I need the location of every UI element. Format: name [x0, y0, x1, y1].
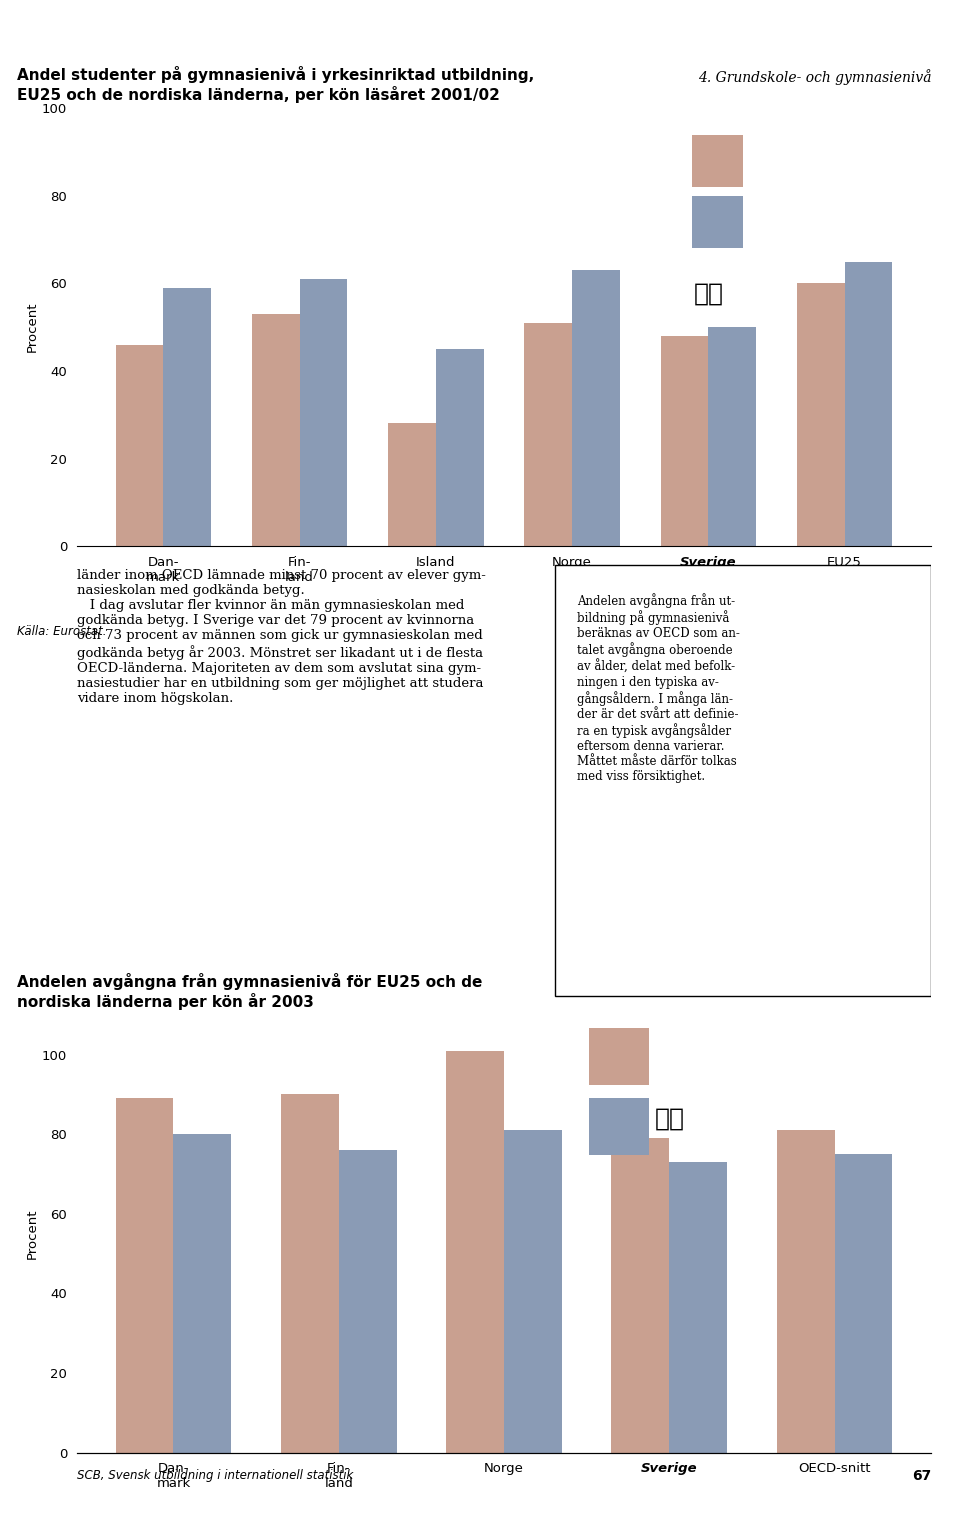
Bar: [115, 344, 163, 546]
Text: 67: 67: [912, 1469, 931, 1483]
Text: SCB, Svensk utbildning i internationell statistik: SCB, Svensk utbildning i internationell …: [77, 1469, 353, 1483]
Text: 4. Grundskole- och gymnasienivå: 4. Grundskole- och gymnasienivå: [698, 69, 931, 86]
Text: Andelen avgångna från ut-
bildning på gymnasienivå
beräknas av OECD som an-
tale: Andelen avgångna från ut- bildning på gy…: [577, 594, 739, 783]
FancyBboxPatch shape: [555, 565, 931, 996]
Text: Källa: Eurostat.: Källa: Eurostat.: [17, 624, 107, 638]
Bar: [777, 1131, 834, 1452]
Bar: [612, 1138, 669, 1452]
Bar: [436, 349, 484, 546]
Bar: [115, 1099, 174, 1452]
Y-axis label: Procent: Procent: [26, 301, 39, 352]
Bar: [300, 278, 348, 546]
Bar: [708, 327, 756, 546]
Bar: [669, 1163, 727, 1452]
Bar: [660, 337, 708, 546]
Y-axis label: Procent: Procent: [26, 1209, 39, 1259]
Bar: [252, 314, 300, 546]
FancyBboxPatch shape: [589, 1028, 649, 1085]
Text: 🇸🇪: 🇸🇪: [655, 1106, 684, 1131]
Bar: [572, 271, 620, 546]
FancyBboxPatch shape: [589, 1099, 649, 1155]
FancyBboxPatch shape: [692, 135, 743, 187]
Bar: [524, 323, 572, 546]
Bar: [504, 1131, 562, 1452]
Bar: [845, 262, 893, 546]
Bar: [174, 1134, 231, 1452]
Bar: [281, 1094, 339, 1452]
Text: Andelen avgångna från gymnasienivå för EU25 och de
nordiska länderna per kön år : Andelen avgångna från gymnasienivå för E…: [17, 973, 482, 1010]
Bar: [797, 283, 845, 546]
Bar: [446, 1051, 504, 1452]
Bar: [388, 424, 436, 546]
Text: länder inom OECD lämnade minst 70 procent av elever gym-
nasieskolan med godkänd: länder inom OECD lämnade minst 70 procen…: [77, 569, 486, 705]
Bar: [339, 1151, 396, 1452]
Text: Andel studenter på gymnasienivå i yrkesinriktad utbildning,
EU25 och de nordiska: Andel studenter på gymnasienivå i yrkesi…: [17, 66, 535, 103]
Bar: [163, 288, 211, 546]
Bar: [834, 1154, 893, 1452]
Text: 🇸🇪: 🇸🇪: [693, 282, 724, 306]
FancyBboxPatch shape: [692, 196, 743, 248]
